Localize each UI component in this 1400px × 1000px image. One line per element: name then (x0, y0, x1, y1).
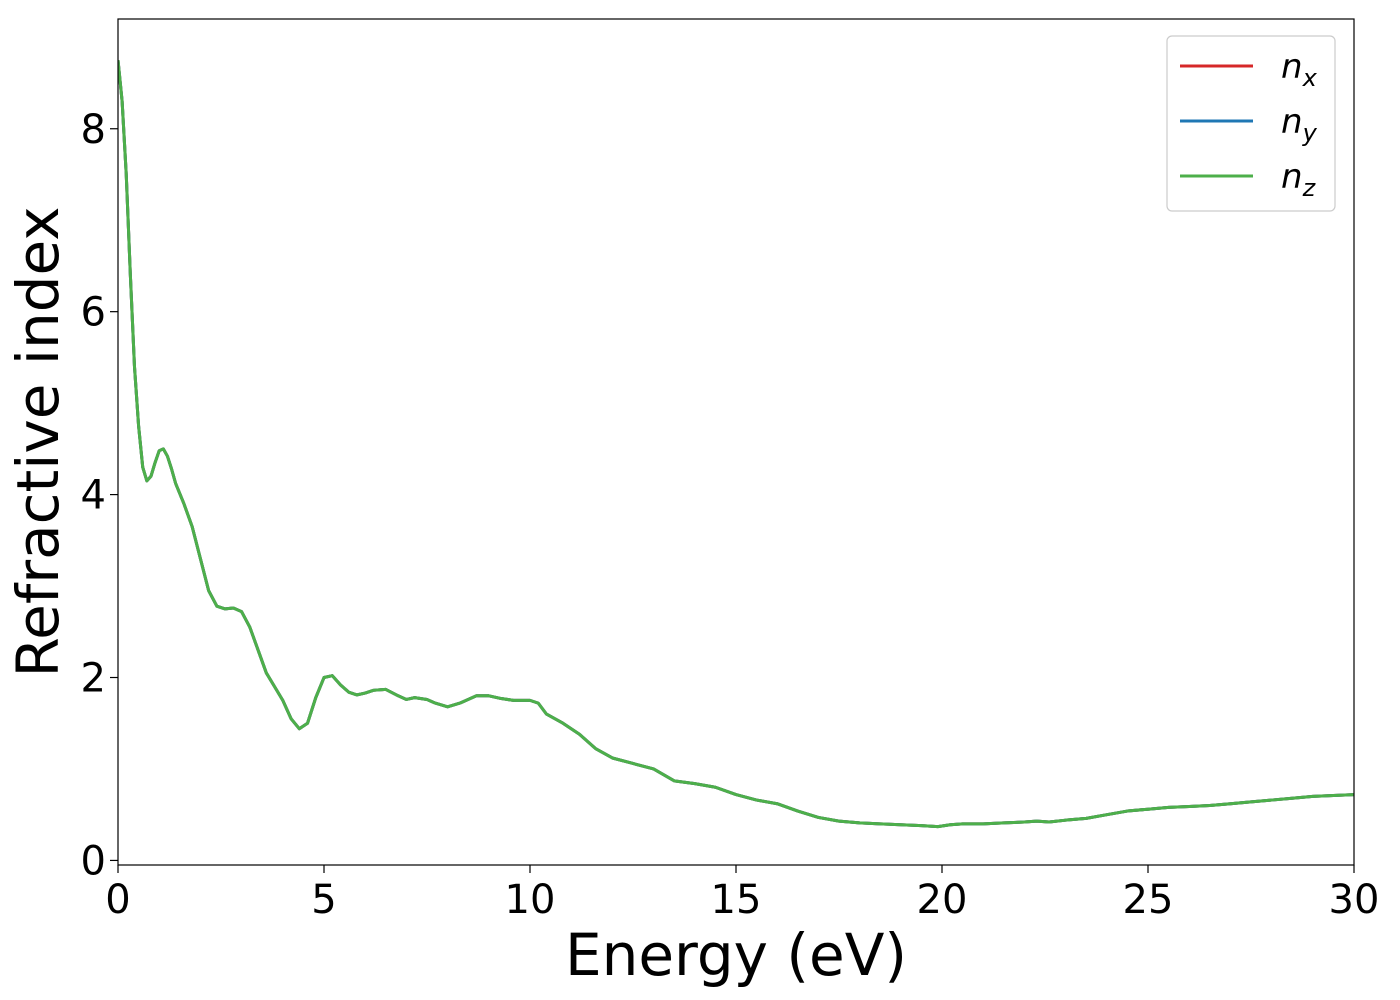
x-axis-label: Energy (eV) (565, 921, 907, 989)
x-tick-label: 10 (505, 877, 556, 923)
x-tick-label: 5 (311, 877, 336, 923)
legend-label-y: ny (1281, 102, 1318, 147)
y-tick-label: 8 (81, 107, 106, 153)
x-tick-label: 0 (105, 877, 130, 923)
series-line-z (118, 60, 1354, 829)
x-axis-ticks: 0 5 10 15 20 25 30 (105, 865, 1379, 923)
y-tick-label: 2 (81, 656, 106, 702)
legend: nx ny nz (1166, 35, 1336, 212)
legend-label-z: nz (1281, 157, 1317, 202)
legend-frame (1166, 35, 1336, 212)
x-tick-label: 30 (1329, 877, 1380, 923)
x-tick-label: 20 (917, 877, 968, 923)
y-axis-ticks: 0 2 4 6 8 (81, 107, 118, 884)
y-axis-label: Refractive index (4, 206, 72, 677)
legend-label-x: nx (1281, 47, 1318, 92)
y-tick-label: 6 (81, 290, 106, 336)
y-tick-label: 0 (81, 838, 106, 884)
x-tick-label: 15 (711, 877, 762, 923)
y-tick-label: 4 (81, 473, 106, 519)
x-tick-label: 25 (1123, 877, 1174, 923)
series-layer (118, 60, 1354, 829)
